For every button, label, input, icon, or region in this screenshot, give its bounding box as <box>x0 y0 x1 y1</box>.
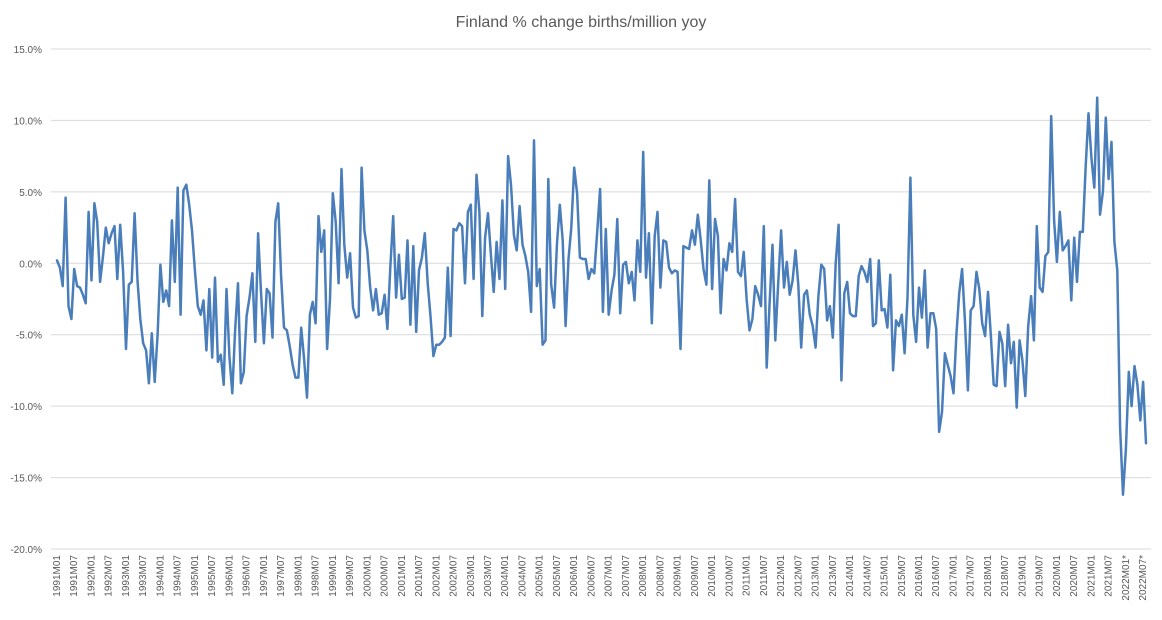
x-tick-label: 1992M01 <box>87 555 98 597</box>
x-tick-label: 2012M07 <box>793 555 804 597</box>
x-tick-label: 2006M07 <box>586 555 597 597</box>
x-tick-label: 2018M01 <box>983 555 994 597</box>
x-tick-label: 1991M01 <box>52 555 63 597</box>
x-tick-label: 2002M01 <box>431 555 442 597</box>
x-tick-label: 2018M07 <box>1000 555 1011 597</box>
x-tick-label: 2021M07 <box>1104 555 1115 597</box>
x-tick-label: 2016M01 <box>914 555 925 597</box>
y-tick-label: -5.0% <box>16 331 42 342</box>
x-tick-label: 2009M01 <box>673 555 684 597</box>
series-layer <box>55 96 1148 496</box>
x-tick-label: 2011M01 <box>742 555 753 596</box>
x-tick-label: 2014M01 <box>845 555 856 597</box>
x-tick-label: 2015M01 <box>880 555 891 597</box>
x-tick-label: 2021M01 <box>1086 555 1097 597</box>
y-tick-label: 5.0% <box>19 188 42 199</box>
y-tick-label: 15.0% <box>14 45 42 56</box>
x-tick-label: 2020M01 <box>1052 555 1063 597</box>
x-tick-label: 2017M07 <box>966 555 977 597</box>
x-tick-label: 2022M01* <box>1121 555 1132 601</box>
x-tick-label: 2008M01 <box>638 555 649 597</box>
x-tick-label: 2010M01 <box>707 555 718 597</box>
x-tick-label: 2007M07 <box>621 555 632 597</box>
x-tick-label: 1993M07 <box>138 555 149 597</box>
x-tick-label: 2007M01 <box>604 555 615 597</box>
y-axis-ticks: 15.0% 10.0% 5.0% 0.0% -5.0% -10.0% -15.0% -20.0… <box>10 45 42 556</box>
x-tick-label: 2017M01 <box>949 555 960 597</box>
x-tick-label: 2020M07 <box>1069 555 1080 597</box>
x-tick-label: 1997M01 <box>259 555 270 597</box>
x-tick-label: 2011M07 <box>759 555 770 596</box>
x-tick-label: 1999M07 <box>345 555 356 597</box>
x-tick-label: 2001M01 <box>397 555 408 597</box>
x-tick-label: 2015M07 <box>897 555 908 597</box>
y-tick-label: -15.0% <box>10 474 42 485</box>
x-tick-label: 1993M01 <box>121 555 132 597</box>
x-tick-label: 1997M07 <box>276 555 287 597</box>
x-tick-label: 1992M07 <box>104 555 115 597</box>
x-tick-label: 2005M07 <box>552 555 563 597</box>
x-tick-label: 2013M01 <box>811 555 822 597</box>
chart-title: Finland % change births/million yoy <box>455 14 707 31</box>
x-tick-label: 1991M07 <box>69 555 80 597</box>
x-tick-label: 2022M07* <box>1138 555 1149 601</box>
x-tick-label: 2012M01 <box>776 555 787 597</box>
x-tick-label: 2000M01 <box>362 555 373 597</box>
series-line <box>55 96 1148 496</box>
x-tick-label: 1999M01 <box>328 555 339 597</box>
y-tick-label: 0.0% <box>19 259 42 270</box>
x-tick-label: 1994M07 <box>173 555 184 597</box>
x-tick-label: 2016M07 <box>931 555 942 597</box>
y-tick-label: -20.0% <box>10 545 42 556</box>
x-tick-label: 2014M07 <box>862 555 873 597</box>
x-tick-label: 2009M07 <box>690 555 701 597</box>
x-tick-label: 2013M07 <box>828 555 839 597</box>
x-tick-label: 1996M01 <box>224 555 235 597</box>
x-tick-label: 2008M07 <box>655 555 666 597</box>
x-tick-label: 2005M01 <box>535 555 546 597</box>
x-tick-label: 1998M07 <box>311 555 322 597</box>
x-tick-label: 1998M01 <box>293 555 304 597</box>
x-tick-label: 1995M07 <box>207 555 218 597</box>
y-tick-label: -10.0% <box>10 402 42 413</box>
x-tick-label: 2002M07 <box>449 555 460 597</box>
y-tick-label: 10.0% <box>14 116 42 127</box>
x-tick-label: 2019M01 <box>1017 555 1028 597</box>
x-axis-ticks: 1991M01 1991M07 1992M01 1992M07 1993M01 1993M… <box>52 555 1149 601</box>
x-tick-label: 2006M01 <box>569 555 580 597</box>
x-tick-label: 2004M01 <box>500 555 511 597</box>
x-tick-label: 1994M01 <box>155 555 166 597</box>
x-tick-label: 2019M07 <box>1035 555 1046 597</box>
x-tick-label: 1995M01 <box>190 555 201 597</box>
x-tick-label: 2003M01 <box>466 555 477 597</box>
x-tick-label: 2010M07 <box>724 555 735 597</box>
x-tick-label: 2003M07 <box>483 555 494 597</box>
x-tick-label: 2001M07 <box>414 555 425 597</box>
x-tick-label: 2004M07 <box>518 555 529 597</box>
x-tick-label: 1996M07 <box>242 555 253 597</box>
x-tick-label: 2000M07 <box>380 555 391 597</box>
